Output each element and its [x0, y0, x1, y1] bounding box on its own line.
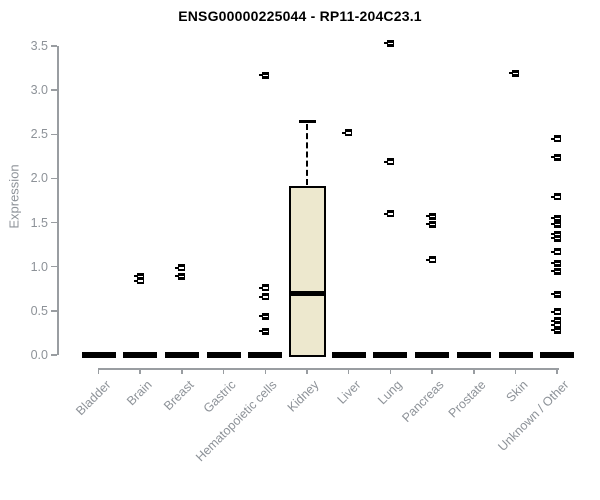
outlier-point — [550, 193, 561, 201]
x-tick — [556, 368, 558, 374]
y-tick-label: 2.0 — [30, 171, 48, 186]
outlier-point — [425, 220, 436, 228]
zero-box-bar — [331, 352, 366, 358]
outlier-point — [550, 308, 561, 316]
x-tick — [389, 368, 392, 374]
outlier-point — [383, 210, 394, 218]
y-tick-label: 3.5 — [30, 39, 48, 53]
zero-box-bar — [373, 352, 408, 358]
outlier-point — [509, 69, 519, 77]
y-tick-label: 1.0 — [30, 259, 48, 274]
outlier-point — [550, 220, 561, 228]
y-axis-line — [57, 46, 59, 355]
outlier-point — [258, 327, 269, 335]
zero-box-bar — [81, 352, 116, 358]
zero-box-bar — [540, 352, 575, 358]
x-tick — [514, 368, 517, 374]
y-tick — [51, 45, 57, 47]
outlier-point — [550, 317, 561, 325]
outlier-point — [342, 129, 353, 137]
outlier-point — [133, 272, 144, 280]
x-tick — [264, 368, 267, 374]
zero-box-bar — [456, 352, 491, 358]
x-tick — [97, 368, 100, 374]
zero-box-bar — [164, 352, 199, 358]
y-tick-label: 0.5 — [30, 303, 48, 318]
y-tick — [51, 177, 57, 180]
outlier-point — [550, 290, 561, 298]
y-tick-label: 3.0 — [30, 83, 48, 98]
outlier-point — [425, 256, 436, 264]
y-tick — [51, 89, 57, 91]
zero-box-bar — [206, 352, 241, 358]
x-tick — [181, 368, 183, 374]
x-tick — [347, 368, 350, 374]
outlier-point — [175, 264, 186, 272]
outlier-point — [425, 212, 436, 220]
x-tick — [139, 368, 141, 374]
outlier-point — [550, 259, 561, 267]
zero-box-bar — [123, 352, 158, 358]
outlier-point — [175, 272, 186, 280]
x-tick — [473, 368, 475, 374]
x-tick — [306, 368, 308, 374]
outlier-point — [383, 39, 394, 47]
x-tick — [222, 368, 225, 374]
outlier-point — [550, 153, 561, 161]
outlier-point — [133, 277, 144, 285]
outlier-point — [550, 230, 561, 238]
y-tick — [51, 310, 57, 312]
zero-box-bar — [498, 352, 533, 358]
y-tick — [51, 354, 57, 356]
outlier-point — [550, 267, 561, 275]
y-tick — [51, 221, 57, 224]
outlier-point — [258, 312, 269, 320]
outlier-point — [550, 326, 561, 334]
box-whisker-cap — [298, 120, 316, 124]
box-median-line — [288, 290, 326, 296]
outlier-point — [550, 135, 561, 143]
y-tick-label: 1.5 — [30, 215, 48, 230]
outlier-point — [258, 284, 269, 292]
outlier-point — [550, 234, 561, 242]
outlier-point — [550, 248, 561, 256]
y-tick — [51, 133, 57, 136]
box-whisker — [306, 123, 308, 186]
x-tick — [431, 368, 433, 374]
box-plot-box — [288, 186, 326, 357]
chart-title: ENSG00000225044 - RP11-204C23.1 — [178, 8, 422, 24]
zero-box-bar — [248, 352, 283, 358]
outlier-point — [383, 158, 394, 166]
outlier-point — [550, 214, 561, 222]
y-tick-label: 2.5 — [30, 127, 48, 142]
zero-box-bar — [415, 352, 450, 358]
x-axis-line — [98, 368, 559, 370]
y-tick — [51, 265, 57, 268]
outlier-point — [258, 71, 269, 79]
outlier-point — [258, 293, 269, 301]
y-tick-label: 0.0 — [30, 348, 48, 362]
outlier-point — [550, 321, 561, 329]
